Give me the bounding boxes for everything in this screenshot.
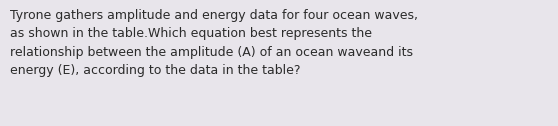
Text: Tyrone gathers amplitude and energy data for four ocean waves,
as shown in the t: Tyrone gathers amplitude and energy data… [10, 9, 418, 77]
